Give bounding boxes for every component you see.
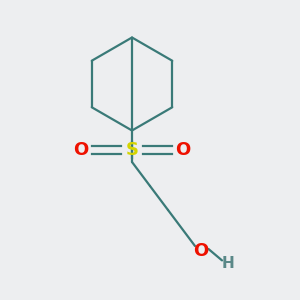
Text: S: S [125,141,139,159]
Text: H: H [222,256,234,272]
Text: O: O [74,141,88,159]
Text: O: O [176,141,190,159]
Text: O: O [194,242,208,260]
